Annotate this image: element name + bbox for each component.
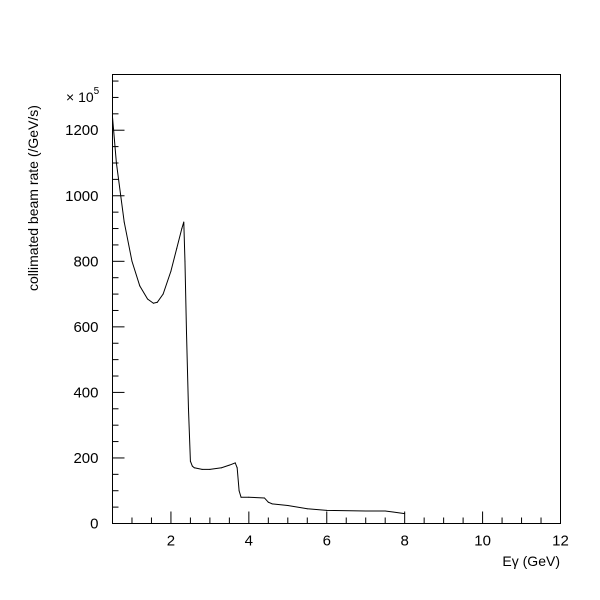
data-point xyxy=(240,496,242,498)
data-point xyxy=(209,468,211,470)
data-point xyxy=(156,301,158,303)
data-point xyxy=(187,408,189,410)
y-axis-ticks xyxy=(112,80,125,524)
data-point xyxy=(176,247,178,249)
data-point xyxy=(404,513,406,515)
data-point xyxy=(248,496,250,498)
data-point xyxy=(263,497,265,499)
data-point xyxy=(152,302,154,304)
data-point xyxy=(131,260,133,262)
series-group xyxy=(112,116,406,515)
x-tick-label: 10 xyxy=(474,533,491,550)
data-point xyxy=(306,508,308,510)
y-tick-label: 600 xyxy=(73,319,98,336)
data-point xyxy=(228,464,230,466)
data-point xyxy=(201,468,203,470)
x-tick-label: 4 xyxy=(245,533,253,550)
data-point xyxy=(365,510,367,512)
data-point xyxy=(287,504,289,506)
data-point xyxy=(193,467,195,469)
data-point xyxy=(170,270,172,272)
data-point xyxy=(384,510,386,512)
y-tick-label: 800 xyxy=(73,253,98,270)
data-point xyxy=(221,467,223,469)
data-point xyxy=(162,293,164,295)
y-axis-multiplier: × 105 xyxy=(66,86,100,105)
data-point xyxy=(326,509,328,511)
data-point xyxy=(147,298,149,300)
data-point xyxy=(189,460,191,462)
x-tick-label: 12 xyxy=(552,533,569,550)
x-tick-label: 2 xyxy=(167,533,175,550)
y-axis-tick-labels: 0 200 400 600 800 1000 1200 xyxy=(65,122,98,532)
x-tick-label: 6 xyxy=(323,533,331,550)
data-point xyxy=(183,221,185,223)
data-point xyxy=(123,221,125,223)
data-point xyxy=(392,511,394,513)
data-point xyxy=(115,162,117,164)
data-point xyxy=(184,260,186,262)
data-point xyxy=(139,285,141,287)
y-tick-label: 1200 xyxy=(65,122,98,139)
data-point xyxy=(191,465,193,467)
data-point xyxy=(236,467,238,469)
x-tick-label: 8 xyxy=(401,533,409,550)
series-line xyxy=(112,117,405,515)
data-point xyxy=(267,501,269,503)
plot-frame xyxy=(112,74,561,524)
x-axis-ticks xyxy=(112,511,561,524)
y-tick-label: 400 xyxy=(73,384,98,401)
plot-frame-group xyxy=(112,74,561,524)
data-point xyxy=(186,332,188,334)
data-point xyxy=(234,462,236,464)
y-tick-label: 1000 xyxy=(65,188,98,205)
y-axis-label: collimated beam rate (/GeV/s) xyxy=(25,105,41,291)
data-point xyxy=(271,503,273,505)
y-tick-label: 200 xyxy=(73,450,98,467)
x-axis-label: Eγ (GeV) xyxy=(502,553,560,569)
data-point xyxy=(181,228,183,230)
y-tick-label: 0 xyxy=(90,516,98,533)
x-axis-tick-labels: 2 4 6 8 10 12 xyxy=(167,533,569,550)
data-point xyxy=(112,116,113,118)
data-point xyxy=(238,490,240,492)
